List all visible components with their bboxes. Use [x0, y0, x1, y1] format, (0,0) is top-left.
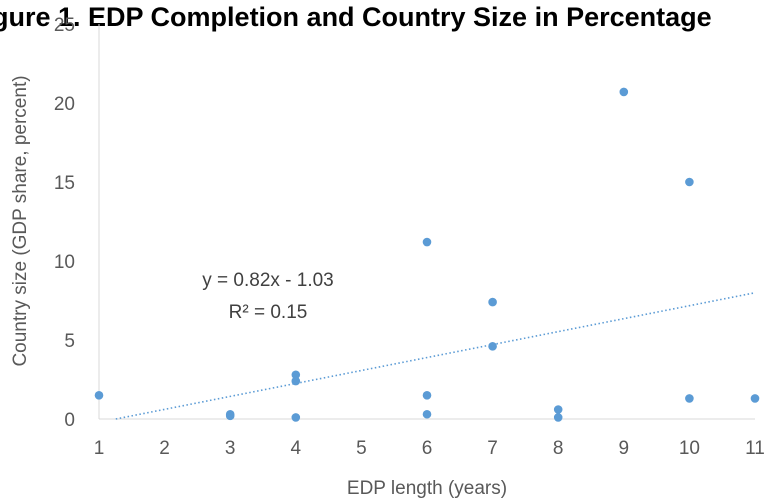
x-tick-labels: 1 2 3 4 5 6 7 8 9 10 11: [94, 438, 765, 459]
data-point: [422, 237, 432, 247]
data-point: [685, 394, 694, 403]
data-point: [553, 413, 563, 422]
x-tick-label: 10: [679, 438, 700, 459]
data-point: [488, 342, 497, 351]
data-point: [422, 391, 432, 400]
axes: [98, 24, 755, 420]
y-tick-label: 5: [64, 331, 75, 352]
x-tick-label: 5: [356, 438, 367, 459]
x-tick-label: 1: [94, 438, 105, 459]
y-tick-labels: 0 5 10 15 20 25: [54, 15, 75, 431]
y-tick-label: 25: [54, 15, 75, 36]
trendline-r2: R² = 0.15: [229, 302, 308, 323]
x-tick-label: 4: [291, 438, 302, 459]
x-tick-label: 7: [487, 438, 498, 459]
trendline-equation: y = 0.82x - 1.03: [202, 270, 334, 291]
y-tick-label: 10: [54, 252, 75, 273]
x-tick-label: 9: [619, 438, 630, 459]
data-points: [94, 87, 760, 422]
y-tick-label: 20: [54, 94, 75, 115]
x-tick-label: 2: [159, 438, 170, 459]
y-axis-label: Country size (GDP share, percent): [10, 75, 31, 366]
data-point: [291, 370, 301, 380]
data-point: [619, 87, 629, 97]
x-tick-label: 3: [225, 438, 236, 459]
x-tick-label: 8: [553, 438, 564, 459]
data-point: [553, 405, 563, 414]
data-point: [750, 394, 760, 403]
data-point: [225, 411, 235, 421]
data-point: [422, 409, 432, 419]
chart-title: gure 1. EDP Completion and Country Size …: [0, 2, 712, 32]
data-point: [291, 376, 301, 386]
y-tick-label: 15: [54, 173, 75, 194]
trendline: [115, 291, 756, 420]
y-tick-label: 0: [64, 410, 75, 431]
x-tick-label: 6: [422, 438, 433, 459]
x-axis-label: EDP length (years): [347, 478, 507, 499]
data-point: [685, 177, 694, 187]
data-point: [94, 391, 104, 400]
data-point: [488, 297, 497, 307]
x-tick-label: 11: [745, 438, 765, 459]
data-point: [291, 413, 301, 422]
